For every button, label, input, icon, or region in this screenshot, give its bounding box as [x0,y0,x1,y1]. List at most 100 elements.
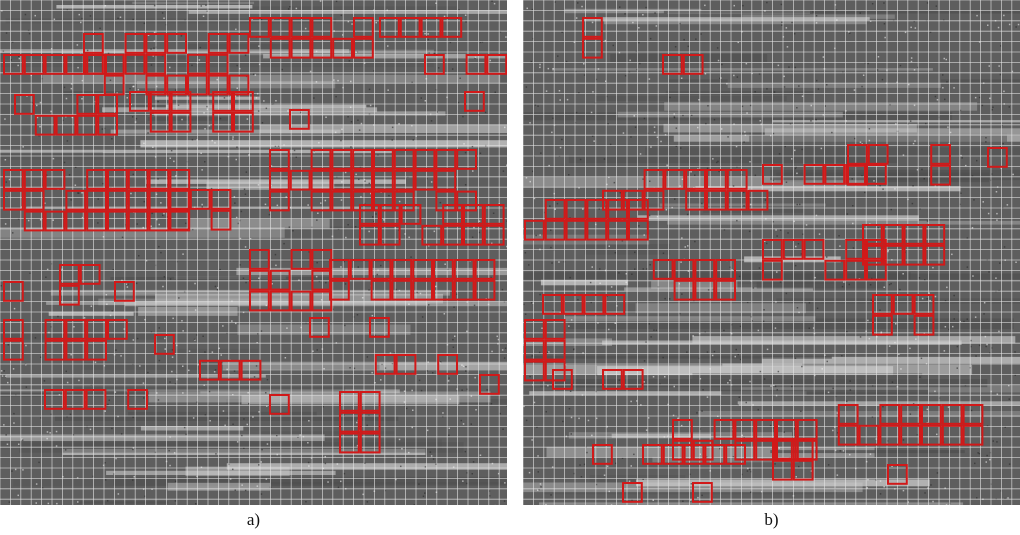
marked-cell-box [339,391,360,412]
texture-speck [475,409,477,411]
texture-speck [717,160,719,163]
texture-speck [869,284,872,286]
marked-cell-box [207,53,229,75]
texture-speck [411,426,413,429]
texture-speck [983,302,986,304]
texture-speck [132,173,134,176]
texture-speck [131,116,134,118]
texture-speck [953,294,955,297]
marked-cell-box [542,294,563,315]
texture-streak [770,169,1020,181]
texture-speck [202,335,204,337]
marked-cell-box [685,169,706,190]
marked-cell-box [127,169,149,190]
texture-speck [902,439,905,441]
texture-speck [383,219,385,221]
texture-speck [162,214,164,217]
texture-speck [778,153,781,155]
texture-speck [618,51,621,54]
marked-cell-box [544,319,566,340]
texture-speck [117,415,119,418]
texture-speck [164,348,166,350]
texture-speck [426,177,428,180]
texture-speck [102,182,104,185]
marked-cell-box [23,54,45,75]
texture-speck [224,424,226,427]
texture-speck [1008,106,1010,108]
texture-speck [995,277,997,279]
texture-speck [274,145,277,147]
texture-speck [876,69,879,71]
texture-speck [943,19,945,22]
texture-streak [645,147,1020,157]
marked-cell-box [524,360,545,382]
texture-streak [663,10,1020,14]
texture-speck [418,483,420,485]
texture-speck [675,127,678,129]
texture-speck [345,236,347,239]
texture-speck [926,408,929,411]
texture-speck [366,424,368,427]
texture-streak [0,149,394,154]
texture-speck [545,503,547,505]
texture-speck [738,275,741,278]
texture-speck [977,452,979,454]
texture-speck [548,351,550,353]
texture-speck [34,337,37,339]
texture-speck [693,300,695,302]
texture-speck [606,465,609,467]
texture-speck [197,363,199,366]
texture-speck [591,135,594,137]
texture-speck [733,74,735,77]
texture-speck [208,0,210,2]
marked-cell-box [107,210,128,232]
marked-cell-box [65,189,87,211]
texture-speck [143,200,145,203]
texture-speck [304,27,307,30]
texture-speck [370,192,372,195]
texture-speck [107,403,109,406]
texture-speck [846,331,848,333]
texture-speck [382,242,385,244]
texture-speck [157,178,159,180]
texture-speck [132,339,135,341]
texture-speck [506,220,507,222]
texture-speck [462,365,465,367]
texture-speck [404,233,406,235]
texture-speck [606,95,608,98]
texture-streak [165,104,367,108]
texture-speck [484,111,487,114]
marked-cell-box [359,411,381,433]
texture-speck [531,439,533,441]
texture-speck [470,423,472,425]
marked-cell-box [433,279,454,301]
texture-speck [779,229,782,231]
texture-speck [532,170,534,173]
texture-speck [727,382,729,384]
texture-speck [999,262,1001,264]
texture-speck [4,159,7,161]
texture-speck [908,83,910,86]
marked-cell-box [145,33,167,54]
texture-speck [537,471,539,473]
texture-speck [795,245,797,248]
texture-speck [687,45,689,48]
texture-speck [741,434,743,437]
texture-speck [353,367,356,370]
texture-speck [713,350,716,353]
marked-cell-box [900,404,922,425]
texture-speck [351,23,353,25]
texture-speck [849,389,852,391]
texture-speck [535,234,537,237]
texture-speck [801,95,804,97]
marked-cell-box [373,169,394,191]
texture-speck [528,264,530,266]
texture-speck [812,11,814,13]
marked-cell-box [23,189,45,211]
texture-speck [735,348,737,351]
texture-speck [276,204,279,207]
texture-speck [156,218,158,221]
texture-speck [533,401,536,404]
texture-speck [862,74,865,76]
marked-cell-box [892,294,914,315]
